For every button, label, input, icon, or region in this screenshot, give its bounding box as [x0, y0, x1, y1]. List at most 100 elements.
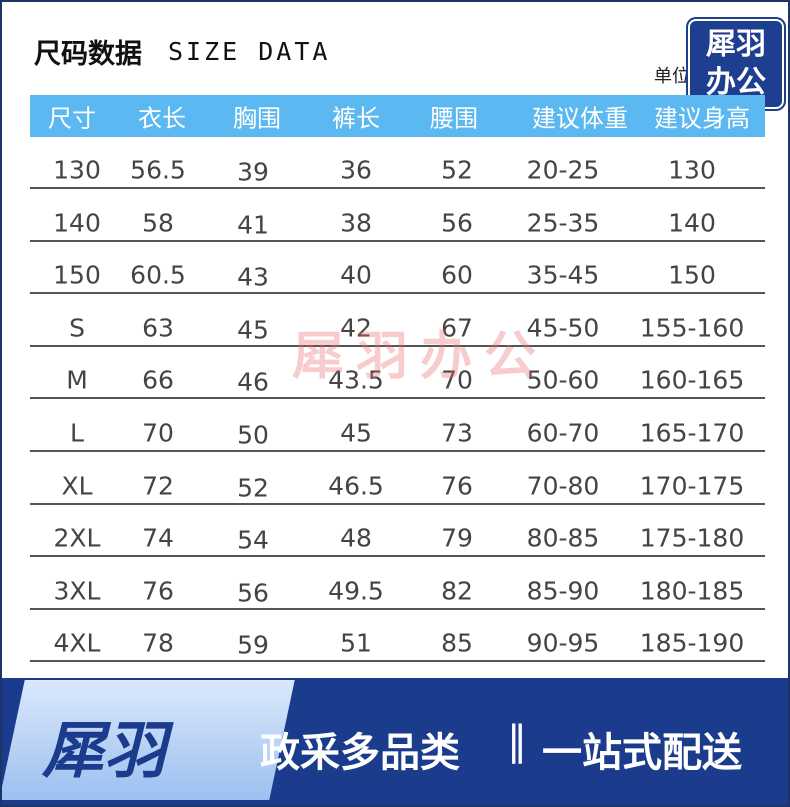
table-cell: 25-35 — [526, 208, 600, 238]
table-cell: 85 — [441, 628, 473, 658]
table-cell: 43 — [237, 262, 269, 292]
table-cell: 76 — [142, 576, 174, 606]
table-cell: 36 — [340, 155, 372, 185]
banner-left: 政采多品类 — [260, 730, 460, 776]
table-cell: 70 — [441, 365, 473, 395]
header-cell: 尺寸 — [48, 104, 96, 133]
row-divider — [30, 607, 765, 610]
logo-line1: 犀羽 — [706, 27, 766, 62]
row-divider — [30, 660, 765, 663]
table-cell: 74 — [142, 523, 174, 553]
table-cell: 60.5 — [130, 260, 186, 290]
table-cell: 35-45 — [526, 260, 600, 290]
logo: 犀羽 办公 — [688, 19, 784, 109]
table-cell: 50 — [237, 420, 269, 450]
table-cell: 20-25 — [526, 155, 600, 185]
table-cell: 82 — [441, 576, 473, 606]
table-cell: 170-175 — [639, 471, 745, 501]
table-cell: 80-85 — [526, 523, 600, 553]
table-cell: 45-50 — [526, 313, 600, 343]
table-cell: 185-190 — [639, 628, 745, 658]
row-divider — [30, 187, 765, 189]
table-cell: 58 — [142, 208, 174, 238]
table-cell: 49.5 — [328, 576, 384, 606]
table-cell: 70-80 — [526, 471, 600, 501]
table-cell: 3XL — [53, 576, 101, 606]
header-bar — [30, 95, 765, 137]
table-cell: 72 — [142, 471, 174, 501]
header-cell: 腰围 — [430, 104, 478, 133]
table-cell: 38 — [340, 208, 372, 238]
unit: 单位 — [654, 66, 690, 87]
table-cell: M — [66, 365, 88, 395]
table-cell: 70 — [142, 418, 174, 448]
table-cell: 45 — [237, 315, 269, 345]
table-cell: 60 — [441, 260, 473, 290]
table-cell: 56.5 — [130, 155, 186, 185]
table-cell: 4XL — [53, 628, 101, 658]
table-cell: 60-70 — [526, 418, 600, 448]
table-cell: 150 — [53, 260, 101, 290]
banner: 犀羽 政采多品类 ‖ 一站式配送 — [2, 678, 788, 805]
header-cell: 胸围 — [233, 104, 281, 133]
title-en: SIZE DATA — [168, 37, 331, 66]
table-cell: 66 — [142, 365, 174, 395]
row-divider — [30, 239, 765, 242]
table-cell: 175-180 — [639, 523, 745, 553]
table-cell: 50-60 — [526, 365, 600, 395]
table-cell: L — [70, 418, 84, 448]
table-cell: 140 — [668, 208, 716, 238]
table-cell: 42 — [340, 313, 372, 343]
table-cell: 2XL — [53, 523, 101, 553]
table-cell: 78 — [142, 628, 174, 658]
table-cell: 52 — [441, 155, 473, 185]
table-cell: 140 — [53, 208, 101, 238]
table-cell: 76 — [441, 471, 473, 501]
table-cell: 46.5 — [328, 471, 384, 501]
table-cell: 130 — [53, 155, 101, 185]
table-cell: 155-160 — [639, 313, 745, 343]
table-cell: 40 — [340, 260, 372, 290]
row-divider — [30, 555, 765, 558]
table-cell: 43.5 — [328, 365, 384, 395]
table-cell: 150 — [668, 260, 716, 290]
table-cell: 73 — [441, 418, 473, 448]
table-cell: 56 — [441, 208, 473, 238]
watermark: 犀羽办公 — [292, 327, 549, 387]
table-cell: 165-170 — [639, 418, 745, 448]
table-cell: 52 — [237, 473, 269, 503]
table-cell: 46 — [237, 367, 269, 397]
header-cell: 裤长 — [332, 104, 380, 133]
header-cell: 衣长 — [138, 104, 186, 133]
header-cell: 建议身高 — [654, 104, 750, 133]
table-cell: 59 — [237, 630, 269, 660]
banner-separator: ‖ — [507, 718, 527, 764]
banner-right: 一站式配送 — [542, 730, 742, 776]
table-cell: 130 — [668, 155, 716, 185]
table-cell: 160-165 — [639, 365, 745, 395]
header-cell: 建议体重 — [532, 104, 628, 133]
row-divider — [30, 397, 765, 400]
table-cell: 56 — [237, 578, 269, 608]
table-cell: 63 — [142, 313, 174, 343]
table-cell: 45 — [340, 418, 372, 448]
table-cell: S — [69, 313, 85, 343]
table-cell: 67 — [441, 313, 473, 343]
table-cell: 54 — [237, 525, 269, 555]
table-cell: 39 — [237, 157, 269, 187]
banner-brand: 犀羽 — [42, 714, 167, 787]
row-divider — [30, 344, 765, 347]
table-cell: 51 — [340, 628, 372, 658]
title-cn: 尺码数据 — [34, 39, 142, 70]
row-divider — [30, 450, 765, 452]
table-cell: 90-95 — [526, 628, 600, 658]
table-cell: 79 — [441, 523, 473, 553]
table-cell: 180-185 — [639, 576, 745, 606]
table-cell: 41 — [237, 210, 269, 240]
logo-line2: 办公 — [706, 65, 766, 100]
row-divider — [30, 292, 765, 295]
row-divider — [30, 502, 765, 505]
table-cell: 48 — [340, 523, 372, 553]
